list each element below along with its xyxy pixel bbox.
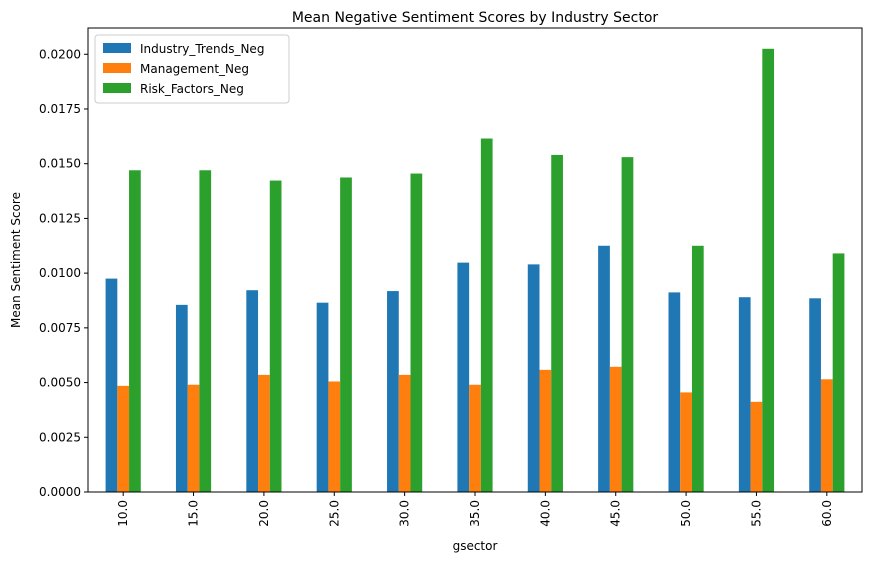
y-tick-label: 0.0125 (39, 211, 81, 225)
bar-industry-trends-neg-55.0 (738, 297, 751, 492)
bar-industry-trends-neg-40.0 (527, 264, 540, 492)
bar-risk-factors-neg-25.0 (340, 177, 352, 492)
bar-risk-factors-neg-20.0 (269, 180, 282, 492)
x-tick-label: 15.0 (187, 500, 201, 527)
x-tick-label: 30.0 (398, 500, 412, 527)
bar-risk-factors-neg-35.0 (480, 138, 493, 492)
bar-industry-trends-neg-45.0 (598, 245, 610, 492)
bar-management-neg-45.0 (609, 366, 622, 492)
legend: Industry_Trends_Neg Management_Neg Risk_Fa… (94, 34, 290, 104)
bar-industry-trends-neg-30.0 (387, 291, 399, 492)
bar-industry-trends-neg-10.0 (105, 278, 118, 492)
legend-label: Risk_Factors_Neg (140, 82, 244, 96)
bar-industry-trends-neg-50.0 (668, 292, 681, 492)
x-tick-label: 20.0 (257, 500, 271, 527)
bar-risk-factors-neg-30.0 (410, 173, 423, 492)
bar-management-neg-10.0 (117, 385, 130, 492)
x-tick-label: 55.0 (749, 500, 763, 527)
y-axis-label: Mean Sentiment Score (9, 192, 23, 328)
bar-management-neg-35.0 (469, 384, 481, 492)
bar-industry-trends-neg-20.0 (246, 290, 259, 492)
bar-management-neg-25.0 (328, 381, 341, 492)
bar-risk-factors-neg-10.0 (129, 170, 141, 492)
x-tick-label: 60.0 (820, 500, 834, 527)
bars-group (105, 48, 845, 493)
plot-frame (87, 27, 863, 493)
bar-risk-factors-neg-45.0 (621, 157, 634, 492)
x-tick-label: 35.0 (468, 500, 482, 527)
x-tick-label: 25.0 (327, 500, 341, 527)
x-tick-label: 45.0 (609, 500, 623, 527)
y-tick-label: 0.0075 (39, 321, 81, 335)
legend-swatch (103, 83, 131, 93)
y-tick-label: 0.0000 (39, 485, 81, 499)
legend-box (94, 34, 290, 104)
y-axis: 0.0000 0.0025 0.0050 0.0075 0.0100 0.0125 0.01… (39, 47, 88, 499)
bar-industry-trends-neg-35.0 (457, 262, 470, 492)
x-tick-label: 50.0 (679, 500, 693, 527)
legend-swatch (103, 63, 131, 73)
bar-management-neg-50.0 (680, 392, 692, 492)
bar-management-neg-30.0 (398, 374, 411, 492)
bar-management-neg-40.0 (539, 369, 552, 492)
x-axis-label: gsector (453, 539, 498, 553)
bar-industry-trends-neg-60.0 (809, 298, 821, 492)
bar-industry-trends-neg-25.0 (316, 302, 329, 492)
bar-risk-factors-neg-40.0 (551, 154, 563, 492)
y-tick-label: 0.0100 (39, 266, 81, 280)
bar-risk-factors-neg-15.0 (199, 170, 212, 492)
x-axis: 10.0 15.0 20.0 25.0 30.0 35.0 40.0 45.0 50.0 55.0… (116, 492, 834, 527)
bar-management-neg-15.0 (187, 384, 200, 492)
y-tick-label: 0.0025 (39, 430, 81, 444)
y-tick-label: 0.0200 (39, 47, 81, 61)
y-tick-label: 0.0150 (39, 157, 81, 171)
bar-risk-factors-neg-60.0 (832, 253, 845, 492)
legend-swatch (103, 43, 131, 53)
bar-management-neg-55.0 (750, 401, 763, 492)
y-tick-label: 0.0175 (39, 102, 81, 116)
bar-industry-trends-neg-15.0 (175, 304, 188, 492)
chart-title: Mean Negative Sentiment Scores by Indust… (292, 10, 659, 26)
x-tick-label: 10.0 (116, 500, 130, 527)
y-tick-label: 0.0050 (39, 376, 81, 390)
bar-management-neg-20.0 (258, 374, 270, 492)
bar-management-neg-60.0 (820, 379, 833, 492)
legend-label: Industry_Trends_Neg (140, 42, 264, 56)
x-tick-label: 40.0 (538, 500, 552, 527)
bar-risk-factors-neg-50.0 (691, 245, 704, 492)
legend-label: Management_Neg (140, 62, 249, 76)
bar-risk-factors-neg-55.0 (762, 48, 775, 493)
